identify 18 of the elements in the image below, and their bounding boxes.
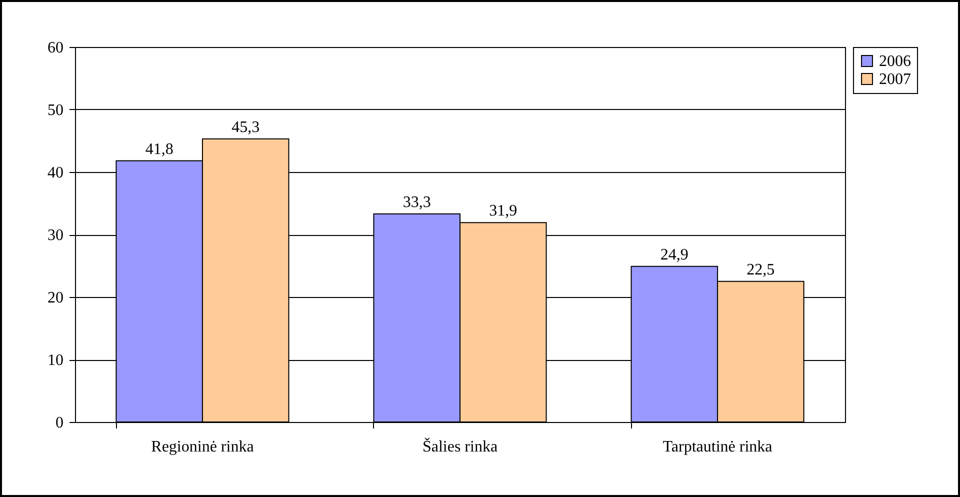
x-tick-label: Tarptautinė rinka [662, 438, 772, 456]
y-tick-label: 0 [56, 414, 64, 432]
data-label: 41,8 [145, 140, 174, 158]
y-tick-label: 60 [48, 40, 64, 56]
data-label: 33,3 [402, 194, 431, 211]
data-label: 22,5 [746, 261, 775, 278]
y-tick-label: 10 [48, 352, 64, 369]
data-label: 24,9 [660, 246, 688, 264]
y-tick-label: 50 [48, 102, 64, 119]
x-tick-label: Šalies rinka [422, 438, 498, 456]
legend-label: 2006 [879, 53, 911, 70]
y-tick-label: 30 [48, 227, 64, 244]
legend-label: 2007 [879, 71, 911, 88]
y-tick-label: 40 [48, 164, 64, 182]
data-label: 31,9 [489, 202, 518, 220]
x-tick-label: Regioninė rinka [151, 438, 254, 456]
y-tick-label: 20 [48, 290, 64, 306]
data-label: 45,3 [232, 118, 260, 136]
